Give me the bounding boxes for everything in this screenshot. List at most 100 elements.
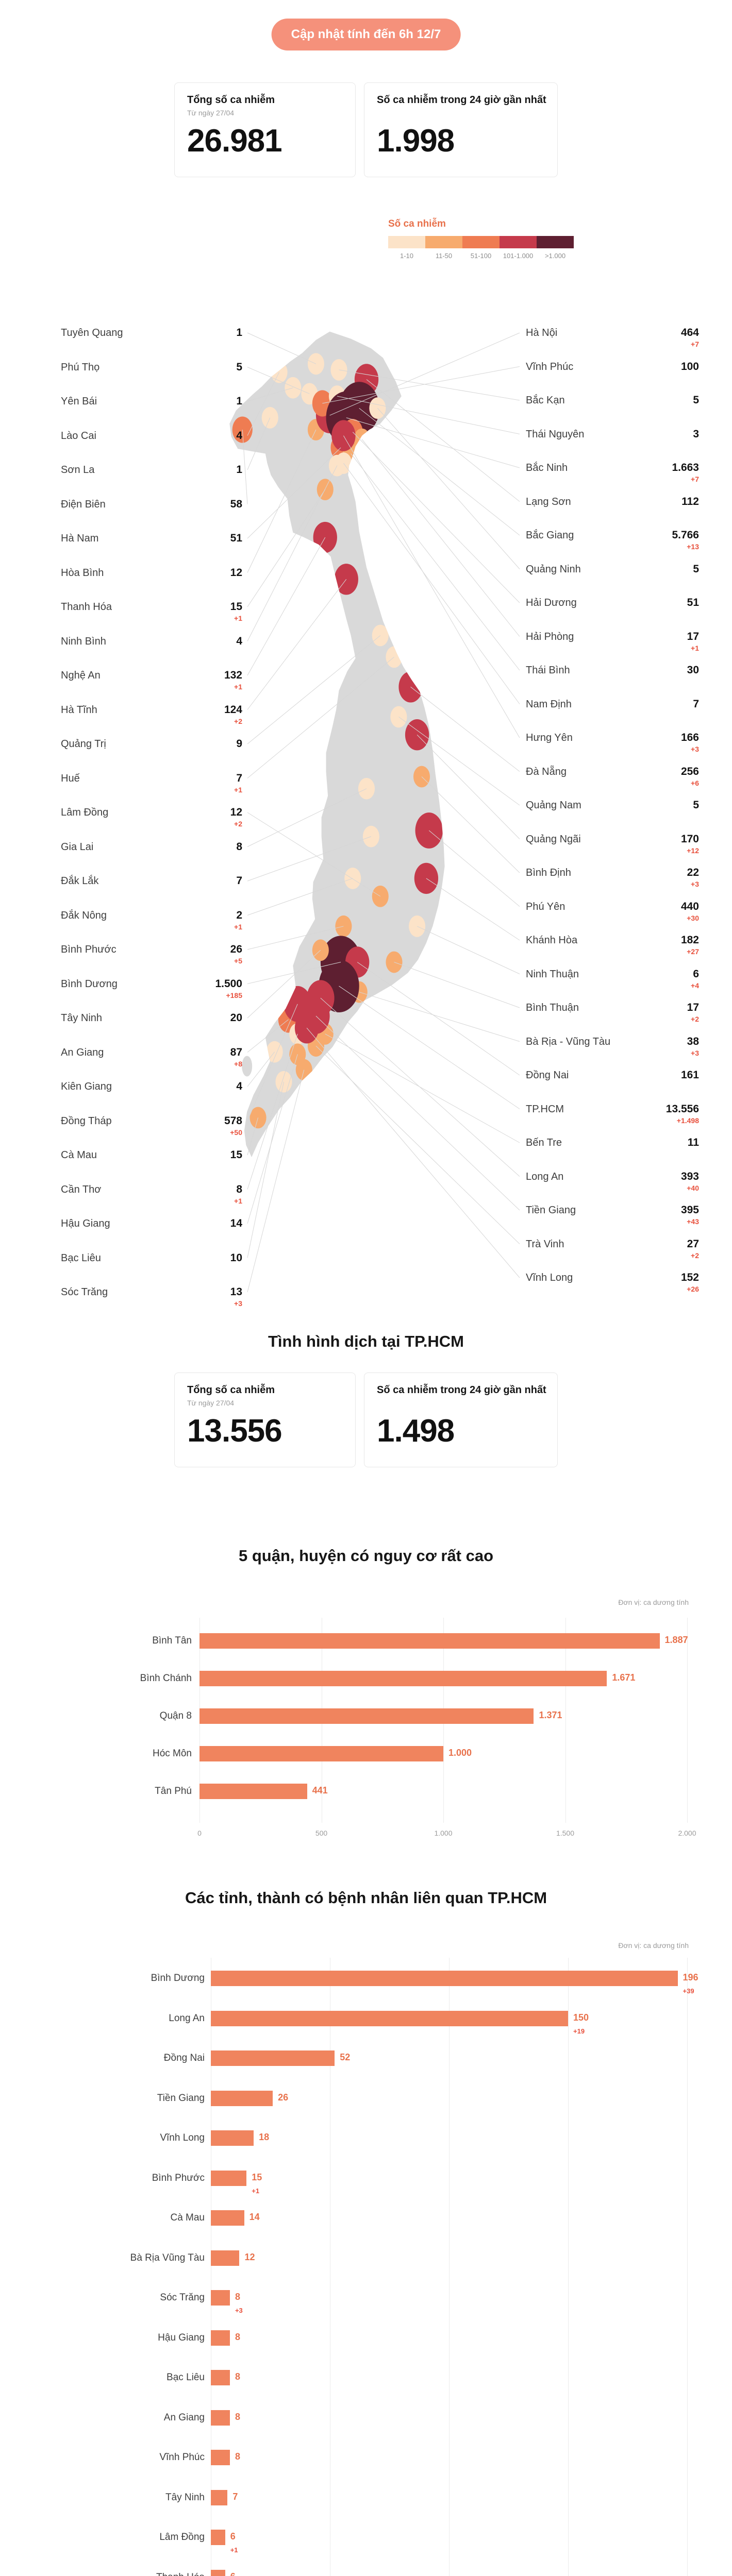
category-label: Đồng Nai [163, 2053, 205, 2063]
chart-bar-row: Bình Dương 196 +39 [0, 1971, 732, 2003]
province-delta: +1 [691, 643, 699, 652]
bar [199, 1633, 660, 1649]
province-delta: +43 [687, 1217, 699, 1226]
province-count: 12 [230, 806, 242, 818]
province-count: 161 [680, 1069, 699, 1081]
province-count: 7 [236, 875, 242, 887]
province-row: Lào Cai 4 [0, 429, 732, 457]
province-row: An Giang 87 +8 [0, 1046, 732, 1074]
category-label: Vĩnh Long [160, 2132, 205, 2143]
bar-value-label: 18 [259, 2132, 270, 2142]
province-row: Nam Định 7 [0, 698, 732, 725]
bar-value-label: 1.000 [448, 1748, 472, 1758]
province-count: 11 [687, 1137, 699, 1148]
province-row: Hải Dương 51 [0, 596, 732, 624]
province-count: 38 [687, 1035, 699, 1047]
category-label: Cà Mau [170, 2212, 205, 2223]
province-row: Hậu Giang 14 [0, 1217, 732, 1245]
national-total-value: 26.981 [187, 123, 282, 159]
province-chart-title: Các tỉnh, thành có bệnh nhân liên quan T… [185, 1889, 547, 1907]
province-name: Bình Thuận [526, 1002, 579, 1013]
legend-title: Số ca nhiễm [388, 218, 446, 229]
national-stats: Tổng số ca nhiễm Từ ngày 27/04 26.981 Số… [174, 82, 558, 177]
province-row: Lạng Sơn 112 [0, 495, 732, 523]
province-row: Bình Định 22 +3 [0, 866, 732, 894]
province-row: Ninh Thuận 6 +4 [0, 968, 732, 995]
bar [211, 1971, 678, 1986]
province-name: Hòa Bình [61, 567, 104, 579]
province-name: Quảng Ninh [526, 563, 581, 575]
province-count: 1.663 [672, 462, 699, 473]
hcmc-section-title: Tình hình dịch tại TP.HCM [268, 1332, 464, 1350]
hcmc-24h-value: 1.498 [377, 1413, 455, 1449]
national-total-box: Tổng số ca nhiễm Từ ngày 27/04 26.981 [174, 82, 356, 177]
axis-tick-label: 1.000 [434, 1829, 453, 1837]
province-name: Đồng Tháp [61, 1115, 112, 1127]
province-name: Bình Dương [61, 978, 118, 990]
province-row: Hòa Bình 12 [0, 566, 732, 594]
province-delta: +3 [234, 1299, 242, 1308]
legend-bin-label: 101-1.000 [503, 252, 534, 260]
bar-value-label: 14 [249, 2212, 260, 2222]
legend-bin: 51-100 [462, 236, 500, 260]
chart-bar-row: Sóc Trăng 8 +3 [0, 2290, 732, 2322]
bar-value-label: 8 [235, 2371, 240, 2382]
province-name: Hải Dương [526, 597, 577, 608]
province-delta: +1 [234, 785, 242, 794]
province-row: Trà Vinh 27 +2 [0, 1238, 732, 1265]
axis-tick-label: 500 [315, 1829, 328, 1837]
province-row: Thái Bình 30 [0, 664, 732, 691]
category-label: Lâm Đồng [159, 2532, 205, 2543]
bar [211, 2530, 225, 2545]
province-row: Gia Lai 8 [0, 840, 732, 868]
province-row: Đồng Tháp 578 +50 [0, 1114, 732, 1142]
category-label: Tây Ninh [165, 2492, 205, 2503]
province-count: 22 [687, 867, 699, 878]
province-name: Hải Phòng [526, 631, 574, 642]
province-count: 3 [693, 428, 699, 440]
province-count: 4 [236, 1080, 242, 1092]
province-row: Vĩnh Phúc 100 [0, 360, 732, 388]
chart-gridline [687, 1618, 688, 1823]
bar-value-label: 15 [252, 2172, 262, 2182]
axis-tick-label: 1.500 [556, 1829, 575, 1837]
chart-bar-row: Thanh Hóa6+1 [0, 2569, 732, 2576]
chart-bar-row: Tây Ninh 7 [0, 2489, 732, 2522]
bar [211, 2210, 244, 2226]
province-count: 1.500 [215, 977, 242, 990]
province-count: 395 [680, 1204, 699, 1216]
province-delta: +7 [691, 475, 699, 483]
province-delta: +2 [234, 820, 242, 828]
chart-bar-row: Tân Phú 441 [0, 1784, 732, 1816]
chart-bar-row: Bạc Liêu 8 [0, 2370, 732, 2402]
province-row: Bắc Ninh 1.663 +7 [0, 461, 732, 489]
province-name: Quảng Nam [526, 800, 581, 811]
province-name: Đắk Lắk [61, 875, 99, 887]
hcmc-stats: Tổng số ca nhiễm Từ ngày 27/04 13.556 Số… [174, 1372, 558, 1467]
province-name: Bình Phước [61, 944, 117, 955]
province-name: Hà Tĩnh [61, 704, 97, 716]
province-delta: +3 [691, 1048, 699, 1057]
province-count: 13 [230, 1286, 242, 1298]
bar [199, 1746, 443, 1761]
province-delta: +185 [226, 991, 242, 999]
national-total-label: Tổng số ca nhiễm [187, 94, 275, 106]
province-row: Khánh Hòa 182 +27 [0, 934, 732, 961]
province-count: 166 [680, 732, 699, 743]
bar-value-label: 6 [230, 2531, 236, 2541]
province-row: Hải Phòng 17 +1 [0, 630, 732, 658]
province-row: Bến Tre 11 [0, 1136, 732, 1164]
province-count: 51 [230, 532, 242, 544]
province-count: 9 [236, 738, 242, 750]
legend-swatch [462, 236, 500, 248]
bar-value-label: 1.887 [664, 1635, 688, 1645]
province-name: Tuyên Quang [61, 327, 123, 338]
province-count: 4 [236, 429, 242, 442]
province-name: Bắc Kạn [526, 395, 565, 406]
chart-bar-row: Bà Rịa Vũng Tàu 12 [0, 2250, 732, 2282]
province-count: 5 [693, 394, 699, 406]
province-count: 7 [236, 772, 242, 784]
province-row: Quảng Ninh 5 [0, 563, 732, 590]
province-row: Ninh Bình 4 [0, 635, 732, 663]
chart-bar-row: Hóc Môn 1.000 [0, 1746, 732, 1778]
